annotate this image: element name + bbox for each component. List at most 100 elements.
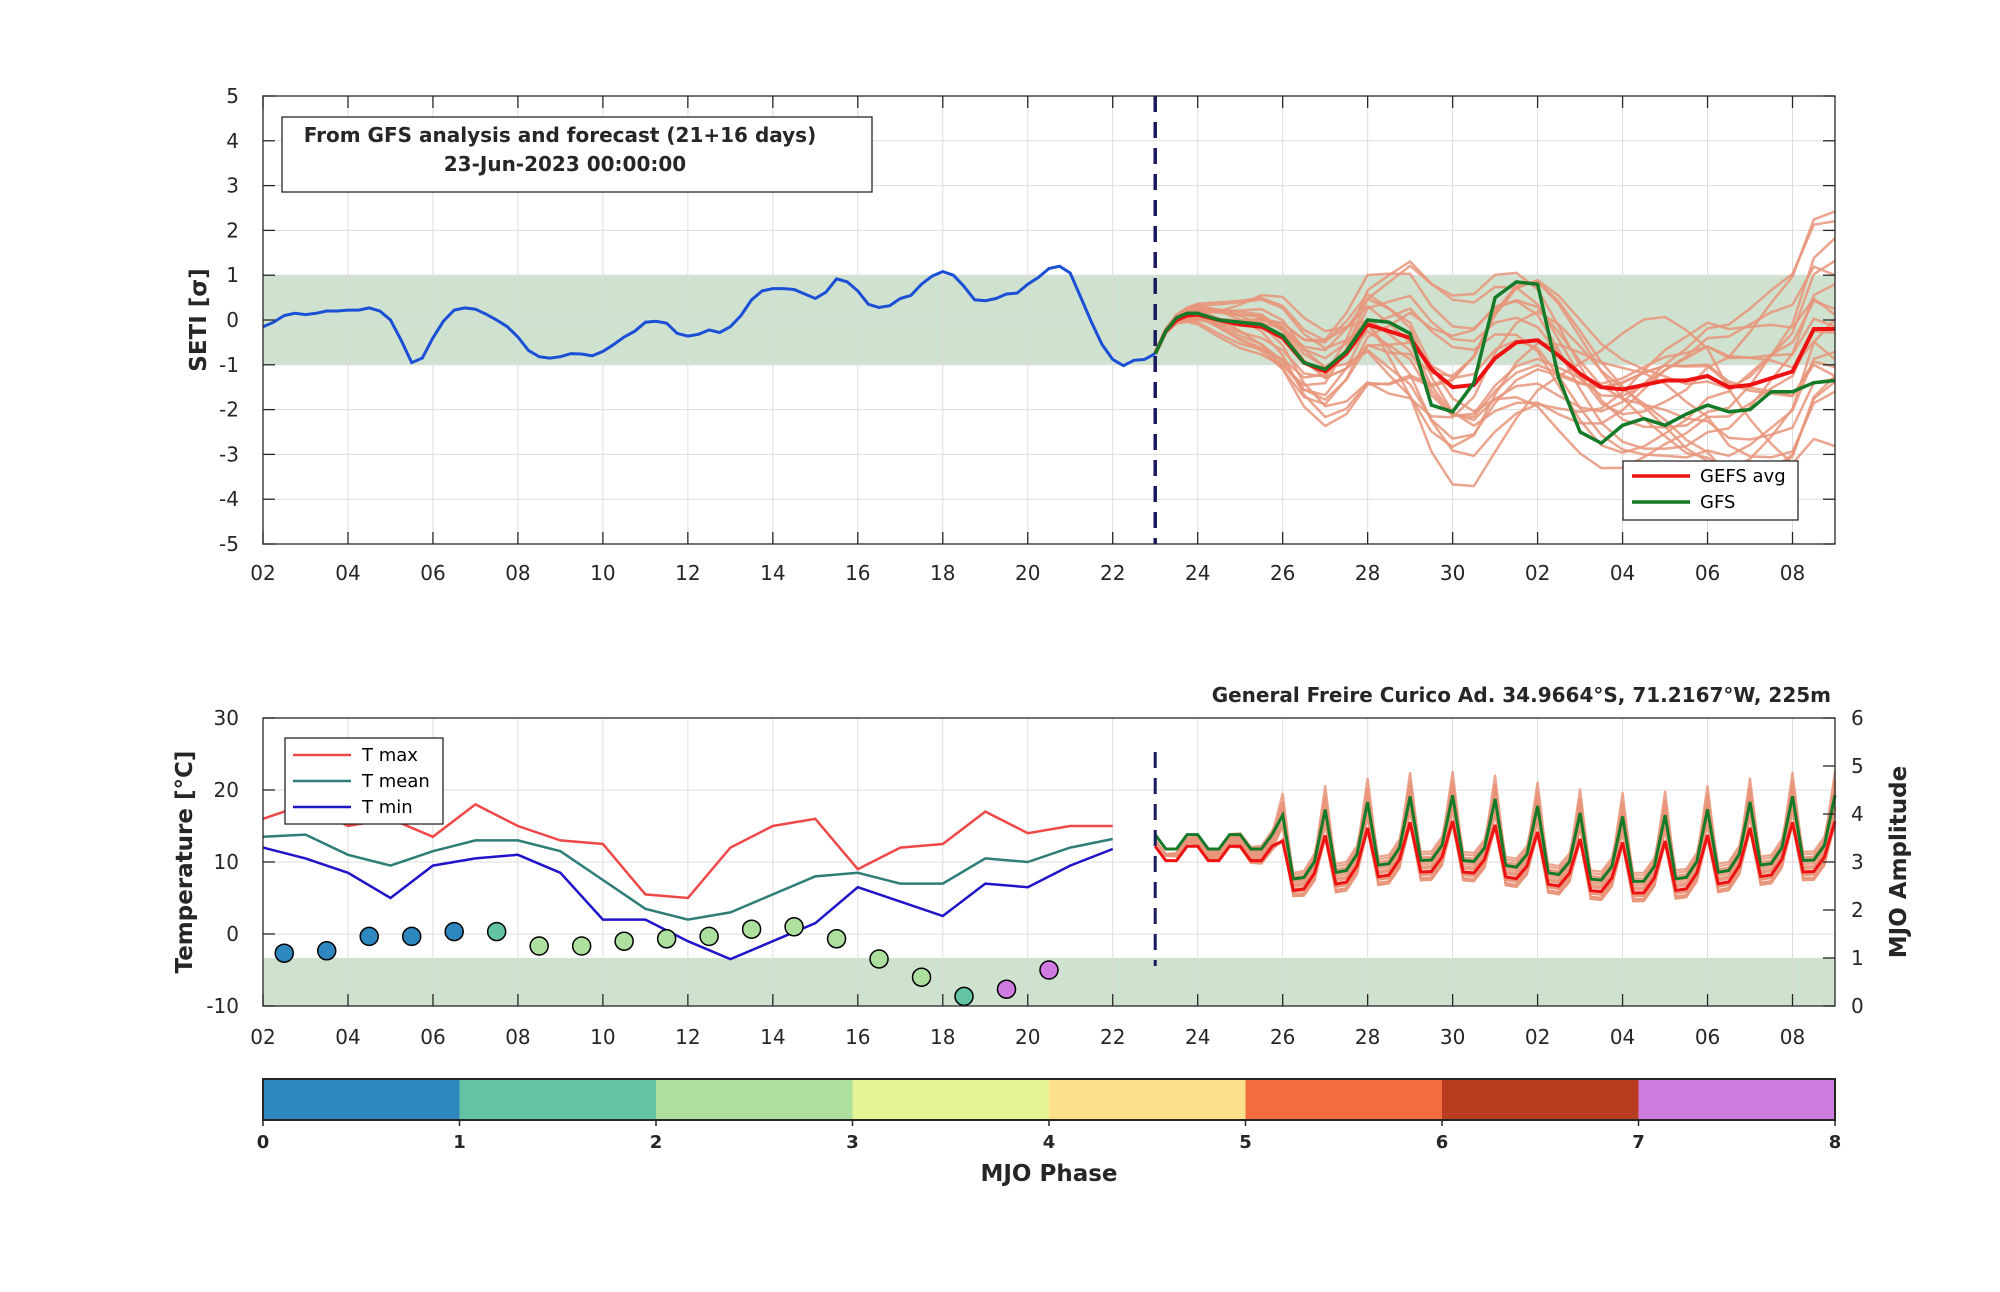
mjo-amplitude-axis-label: MJO Amplitude — [1886, 766, 1912, 958]
seti-x-tick-label: 20 — [1015, 561, 1040, 585]
temperature-x-tick-labels: 02 04 06 08 10 12 14 16 18 20 22 24 26 28 30 02 04 06 08 — [250, 1025, 1805, 1049]
info-box-frame — [281, 116, 873, 193]
colorbar-tick-label: 2 — [650, 1132, 663, 1153]
mjo-amplitude-tick-label: 5 — [1851, 754, 1864, 778]
seti-y-tick-label: 5 — [226, 84, 239, 108]
temperature-x-tick-label: 14 — [760, 1025, 785, 1049]
temperature-x-tick-label: 02 — [1525, 1025, 1550, 1049]
temperature-y-tick-labels: 30 20 10 0 -10 — [206, 706, 239, 1018]
info-box: From GFS analysis and forecast (21+16 da… — [281, 116, 873, 193]
colorbar-cell-phase-5 — [1245, 1079, 1443, 1120]
seti-y-tick-label: -4 — [219, 487, 239, 511]
temperature-gridlines — [262, 717, 1835, 1007]
legend-tmax-label: T max — [361, 745, 418, 766]
info-box-line2: 23-Jun-2023 00:00:00 — [444, 152, 686, 176]
mjo-amplitude-marker — [1039, 960, 1059, 980]
mjo-amplitude-tick-label: 3 — [1851, 850, 1864, 874]
mjo-amplitude-markers — [274, 917, 1059, 1007]
colorbar-cell-phase-7 — [1638, 1079, 1836, 1120]
seti-x-tick-label: 16 — [845, 561, 870, 585]
colorbar-cell-phase-1 — [459, 1079, 657, 1120]
seti-x-tick-label: 24 — [1185, 561, 1210, 585]
temperature-legend: T max T mean T min — [284, 737, 444, 825]
mjo-amplitude-marker — [996, 979, 1017, 999]
seti-y-tick-label: -3 — [219, 442, 239, 466]
colorbar-cell-phase-0 — [263, 1079, 460, 1120]
temperature-y-tick-label: 10 — [214, 850, 239, 874]
seti-ensemble-member-line — [1154, 219, 1836, 422]
seti-y-tick-label: -1 — [219, 353, 239, 377]
temperature-ensemble-member-line — [1154, 806, 1837, 891]
seti-x-tick-label: 04 — [1610, 561, 1635, 585]
seti-x-tick-label: 10 — [590, 561, 615, 585]
tmin-line — [262, 846, 1114, 961]
temperature-x-tick-label: 18 — [930, 1025, 955, 1049]
seti-ensemble-member-line — [1154, 314, 1836, 459]
seti-y-tick-label: 2 — [226, 218, 239, 242]
mjo-amplitude-marker — [359, 926, 379, 947]
seti-analysis-line — [262, 264, 1156, 368]
seti-x-tick-labels: 02 04 06 08 10 12 14 16 18 20 22 24 26 28 30 02 04 06 08 — [250, 561, 1805, 585]
temperature-x-tick-label: 02 — [250, 1025, 275, 1049]
seti-y-tick-labels: 5 4 3 2 1 0 -1 -2 -3 -4 -5 — [219, 84, 239, 556]
seti-ensemble-member-line — [1154, 307, 1836, 440]
legend-gfs-label: GFS — [1700, 492, 1735, 513]
tmean-line — [262, 833, 1113, 921]
seti-x-tick-label: 02 — [250, 561, 275, 585]
colorbar-cell-phase-2 — [656, 1079, 853, 1120]
mjo-amplitude-marker — [826, 929, 847, 949]
mjo-amplitude-tick-label: 1 — [1851, 946, 1864, 970]
temperature-x-tick-label: 06 — [420, 1025, 445, 1049]
colorbar-cells — [263, 1079, 1836, 1120]
colorbar-tick-label: 0 — [257, 1132, 270, 1153]
temperature-y-tick-label: 20 — [214, 778, 239, 802]
temperature-x-tick-label: 24 — [1185, 1025, 1210, 1049]
mjo-amplitude-marker — [699, 926, 719, 947]
mjo-amplitude-tick-labels: 6 5 4 3 2 1 0 — [1851, 706, 1864, 1018]
colorbar-tick-label: 6 — [1436, 1132, 1449, 1153]
colorbar-tick-label: 4 — [1043, 1132, 1056, 1153]
mjo-amplitude-marker — [529, 936, 549, 956]
temperature-x-tick-label: 22 — [1100, 1025, 1125, 1049]
mjo-amplitude-marker — [741, 919, 762, 939]
colorbar-cell-phase-3 — [852, 1079, 1050, 1120]
seti-x-tick-label: 26 — [1270, 561, 1295, 585]
seti-x-tick-label: 28 — [1355, 561, 1380, 585]
seti-y-tick-label: 4 — [226, 129, 239, 153]
temperature-y-tick-label: 30 — [214, 706, 239, 730]
seti-y-axis-label: SETI [σ] — [186, 268, 212, 371]
mjo-amplitude-tick-label: 2 — [1851, 898, 1864, 922]
mjo-amplitude-tick-label: 6 — [1851, 706, 1864, 730]
mjo-amplitude-tick-label: 4 — [1851, 802, 1864, 826]
colorbar-ticks: 0 1 2 3 4 5 6 7 8 — [257, 1120, 1841, 1153]
seti-legend: GEFS avg GFS — [1622, 460, 1799, 521]
temperature-y-tick-label: -10 — [206, 994, 239, 1018]
seti-y-tick-label: -2 — [219, 398, 239, 422]
mjo-amplitude-marker — [869, 949, 889, 969]
seti-x-tick-label: 14 — [760, 561, 785, 585]
temperature-x-tick-label: 26 — [1270, 1025, 1295, 1049]
colorbar-label: MJO Phase — [980, 1161, 1117, 1187]
seti-y-tick-label: 3 — [226, 174, 239, 198]
temperature-x-tick-label: 28 — [1355, 1025, 1380, 1049]
legend-gefs-avg-label: GEFS avg — [1700, 466, 1786, 487]
seti-legend-frame — [1622, 460, 1799, 521]
temperature-x-tick-label: 30 — [1440, 1025, 1465, 1049]
legend-tmean-label: T mean — [361, 771, 430, 792]
mjo-amplitude-marker — [486, 921, 507, 942]
temperature-ensemble-members — [1154, 770, 1837, 903]
temperature-x-tick-label: 08 — [505, 1025, 530, 1049]
seti-x-tick-label: 04 — [335, 561, 360, 585]
mjo-amplitude-marker — [571, 936, 592, 956]
tmax-line — [262, 802, 1113, 900]
mjo-amplitude-marker — [954, 986, 974, 1007]
mjo-amplitude-tick-label: 0 — [1851, 994, 1864, 1018]
mjo-amplitude-marker — [401, 926, 422, 947]
temperature-x-tick-label: 12 — [675, 1025, 700, 1049]
seti-y-tick-label: -5 — [219, 532, 239, 556]
mjo-amplitude-marker — [274, 943, 294, 963]
seti-x-tick-label: 22 — [1100, 561, 1125, 585]
mjo-amplitude-marker — [911, 967, 932, 987]
